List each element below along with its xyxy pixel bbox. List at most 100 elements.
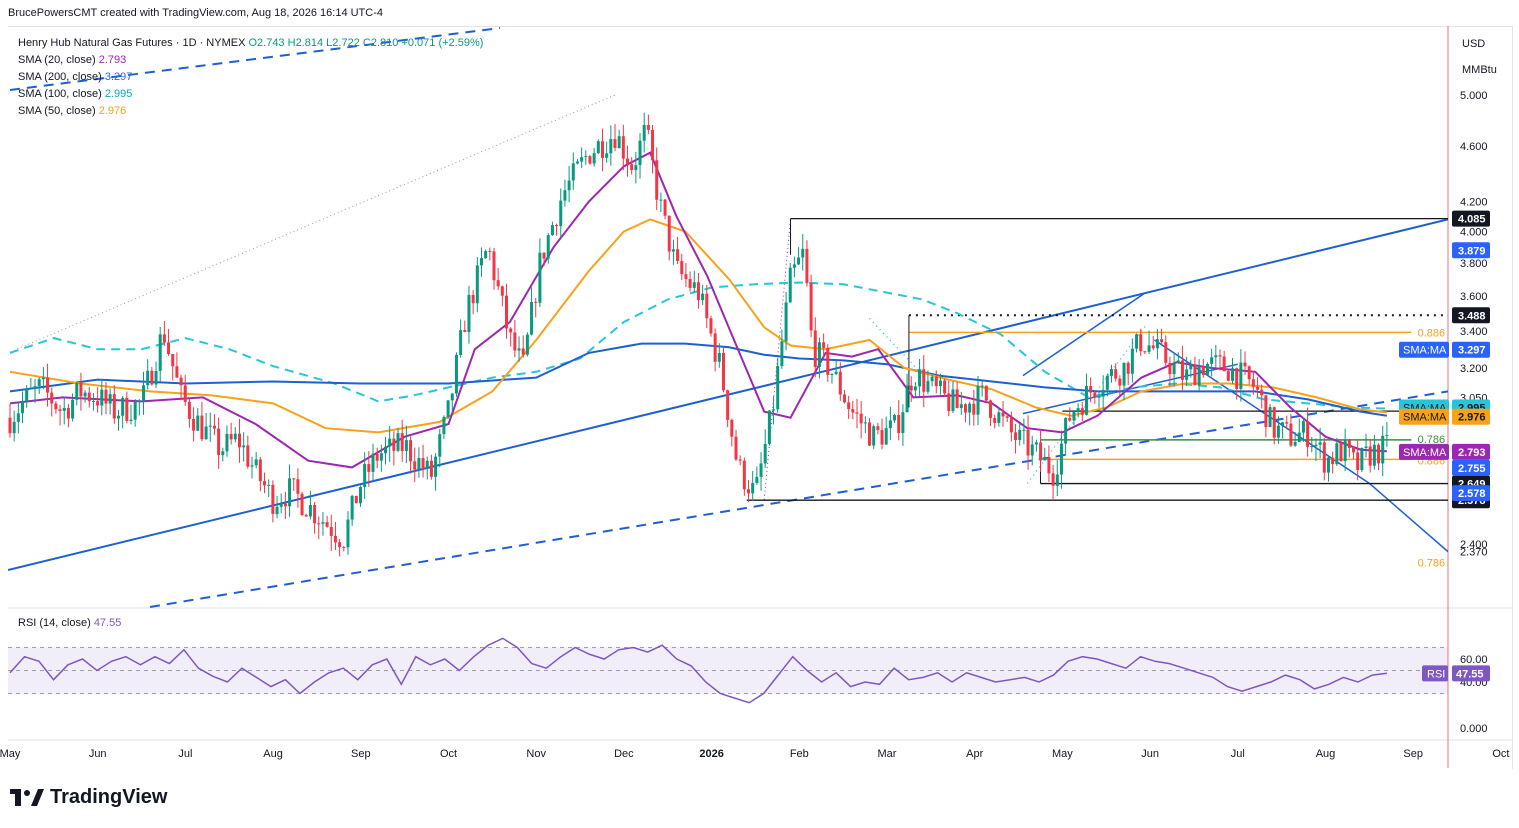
candle (968, 401, 972, 426)
candle (976, 375, 980, 426)
candle-body (133, 401, 137, 420)
candle-body (980, 385, 984, 387)
x-tick-label: Sep (351, 748, 371, 760)
candle (838, 362, 842, 401)
candle-body (233, 433, 237, 440)
candle (175, 352, 179, 378)
candle (1285, 415, 1289, 429)
candle-body (112, 394, 116, 419)
candle-body (1205, 363, 1209, 375)
price-tag: 2.755 (1452, 459, 1490, 476)
tradingview-logo[interactable]: TradingView (10, 786, 167, 809)
candle-body (154, 370, 158, 385)
candle-body (772, 409, 776, 411)
candle-body (484, 250, 488, 259)
candle-body (721, 352, 725, 391)
candle (525, 332, 529, 357)
chart-credit: BrucePowersCMT created with TradingView.… (8, 7, 384, 19)
candle-body (1222, 356, 1226, 372)
candle-body (242, 445, 246, 448)
candle-body (400, 433, 404, 451)
candle-body (1014, 432, 1018, 441)
candle-body (221, 451, 225, 456)
candle (1214, 345, 1218, 369)
candle (930, 374, 934, 387)
candle (162, 321, 166, 347)
candle (863, 416, 867, 433)
sma20-label: SMA (20, close) (18, 54, 96, 66)
candle (705, 284, 709, 329)
legend-sma50[interactable]: SMA (50, close) 2.976 (18, 103, 483, 120)
candle-body (434, 456, 438, 477)
rsi-legend[interactable]: RSI (14, close) 47.55 (18, 617, 121, 629)
x-tick-label: Oct (1492, 748, 1509, 760)
candle-body (1068, 418, 1072, 421)
candle (1260, 384, 1264, 409)
legend-sma100[interactable]: SMA (100, close) 2.995 (18, 86, 483, 103)
candle (396, 427, 400, 453)
candle (1281, 421, 1285, 439)
candle (1310, 436, 1314, 453)
candle-body (1097, 396, 1101, 398)
candle-body (509, 328, 513, 333)
candle (58, 404, 62, 426)
candle-body (1251, 379, 1255, 387)
candle-body (267, 484, 271, 486)
price-tag: 2.793 SMA:MA (1399, 443, 1490, 460)
candle (421, 444, 425, 478)
candle (183, 375, 187, 406)
rsi-pane (8, 637, 1448, 704)
candle (663, 198, 667, 220)
candle-body (847, 402, 851, 410)
candle-body (513, 332, 517, 351)
candle (742, 457, 746, 496)
candle (242, 432, 246, 462)
candle (479, 247, 483, 277)
candle (1022, 418, 1026, 445)
candle (1047, 445, 1051, 483)
grid (8, 26, 1512, 768)
candle (325, 515, 329, 528)
currency-label: USD (1462, 38, 1485, 50)
candle-body (137, 401, 141, 403)
price-tag: 3.879 (1452, 242, 1490, 259)
candle-body (1055, 474, 1059, 486)
candle (233, 427, 237, 443)
candle-body (121, 397, 125, 416)
candle (137, 399, 141, 416)
candle (1347, 438, 1351, 458)
candle-body (747, 489, 751, 494)
legend-sma200[interactable]: SMA (200, close) 3.297 (18, 69, 483, 86)
candle (125, 391, 129, 424)
price-tag-prefix-box (1399, 443, 1449, 460)
candle-body (922, 369, 926, 392)
candle-body (296, 479, 300, 494)
candle (83, 390, 87, 403)
candle-body (859, 413, 863, 424)
candle-body (1235, 368, 1239, 389)
candle-body (342, 547, 346, 549)
candle-body (1226, 371, 1230, 381)
candle (517, 336, 521, 362)
candle-body (621, 136, 625, 159)
candle-body (1122, 362, 1126, 386)
candle-body (321, 522, 325, 524)
candle (116, 409, 120, 431)
sma200-line (9, 342, 1388, 417)
candle (1335, 437, 1339, 466)
candle (100, 380, 104, 416)
candle-body (108, 394, 112, 404)
legend-sma20[interactable]: SMA (20, close) 2.793 (18, 52, 483, 69)
candle (133, 399, 137, 427)
candle (817, 337, 821, 379)
candle-body (1114, 369, 1118, 379)
candle-body (763, 443, 767, 464)
symbol-row[interactable]: Henry Hub Natural Gas Futures · 1D · NYM… (18, 35, 483, 52)
candle (29, 377, 33, 390)
x-tick-label: Apr (966, 748, 983, 760)
candle (221, 447, 225, 462)
candle (196, 408, 200, 432)
candle-body (446, 400, 450, 418)
candle (16, 401, 20, 434)
